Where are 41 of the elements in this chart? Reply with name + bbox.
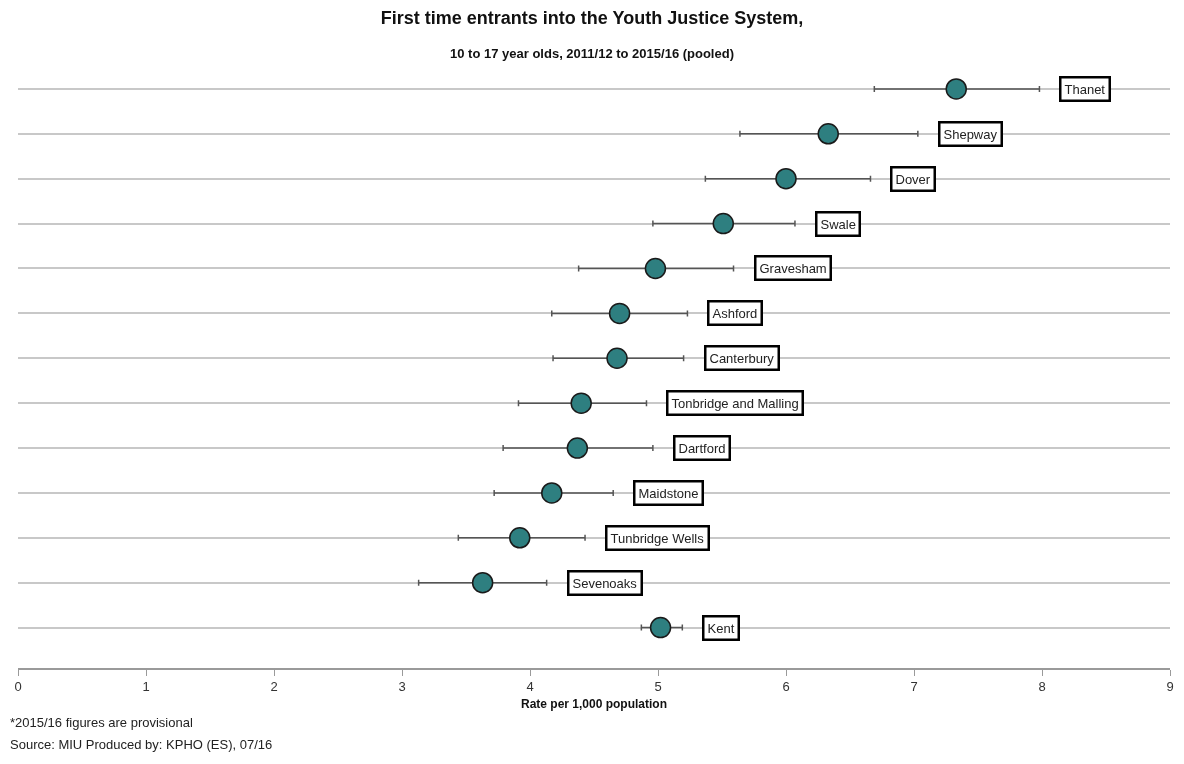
x-tick-label: 4: [526, 679, 534, 695]
y-tick-label: Sevenoaks: [572, 575, 638, 591]
point: [566, 437, 589, 459]
point: [644, 257, 667, 280]
y-tick-label: Thanet: [1064, 81, 1106, 97]
point: [608, 302, 631, 325]
point: [570, 392, 592, 414]
chart-subtitle: 10 to 17 year olds, 2011/12 to 2015/16 (pooled): [450, 45, 734, 61]
point: [945, 78, 967, 100]
y-tick-label: Swale: [820, 216, 856, 232]
x-tick-label: 7: [910, 679, 918, 695]
x-tick-label: 2: [270, 679, 278, 695]
point: [606, 347, 628, 370]
source-note: Source: MIU Produced by: KPHO (ES), 07/16: [10, 737, 273, 752]
point: [775, 167, 797, 190]
y-tick-label: Dartford: [678, 440, 726, 456]
x-tick-label: 0: [14, 679, 22, 695]
point: [471, 571, 494, 594]
y-tick-label: Canterbury: [709, 350, 775, 366]
x-tick-label: 8: [1038, 679, 1046, 695]
y-tick-label: Gravesham: [759, 260, 827, 276]
y-tick-label: Kent: [707, 620, 735, 636]
chart-title: First time entrants into the Youth Justice System,: [380, 8, 804, 29]
x-tick-label: 6: [782, 679, 790, 695]
point: [649, 616, 672, 639]
y-tick-label: Ashford: [712, 305, 758, 321]
point: [712, 212, 735, 235]
point: [509, 527, 531, 549]
y-tick-label: Dover: [895, 171, 931, 187]
y-tick-label: Maidstone: [638, 485, 699, 501]
y-tick-label: Shepway: [943, 126, 998, 142]
x-axis-title: Rate per 1,000 population: [520, 696, 668, 711]
x-tick-label: 9: [1166, 679, 1174, 695]
y-tick-label: Tunbridge Wells: [610, 530, 705, 546]
point: [817, 123, 839, 145]
y-tick-label: Tonbridge and Malling: [671, 395, 799, 411]
x-tick-label: 5: [654, 679, 662, 695]
point: [541, 482, 563, 504]
x-tick-label: 3: [398, 679, 406, 695]
text: *2015/16 figures are provisional: [10, 715, 193, 730]
x-tick-label: 1: [142, 679, 150, 695]
